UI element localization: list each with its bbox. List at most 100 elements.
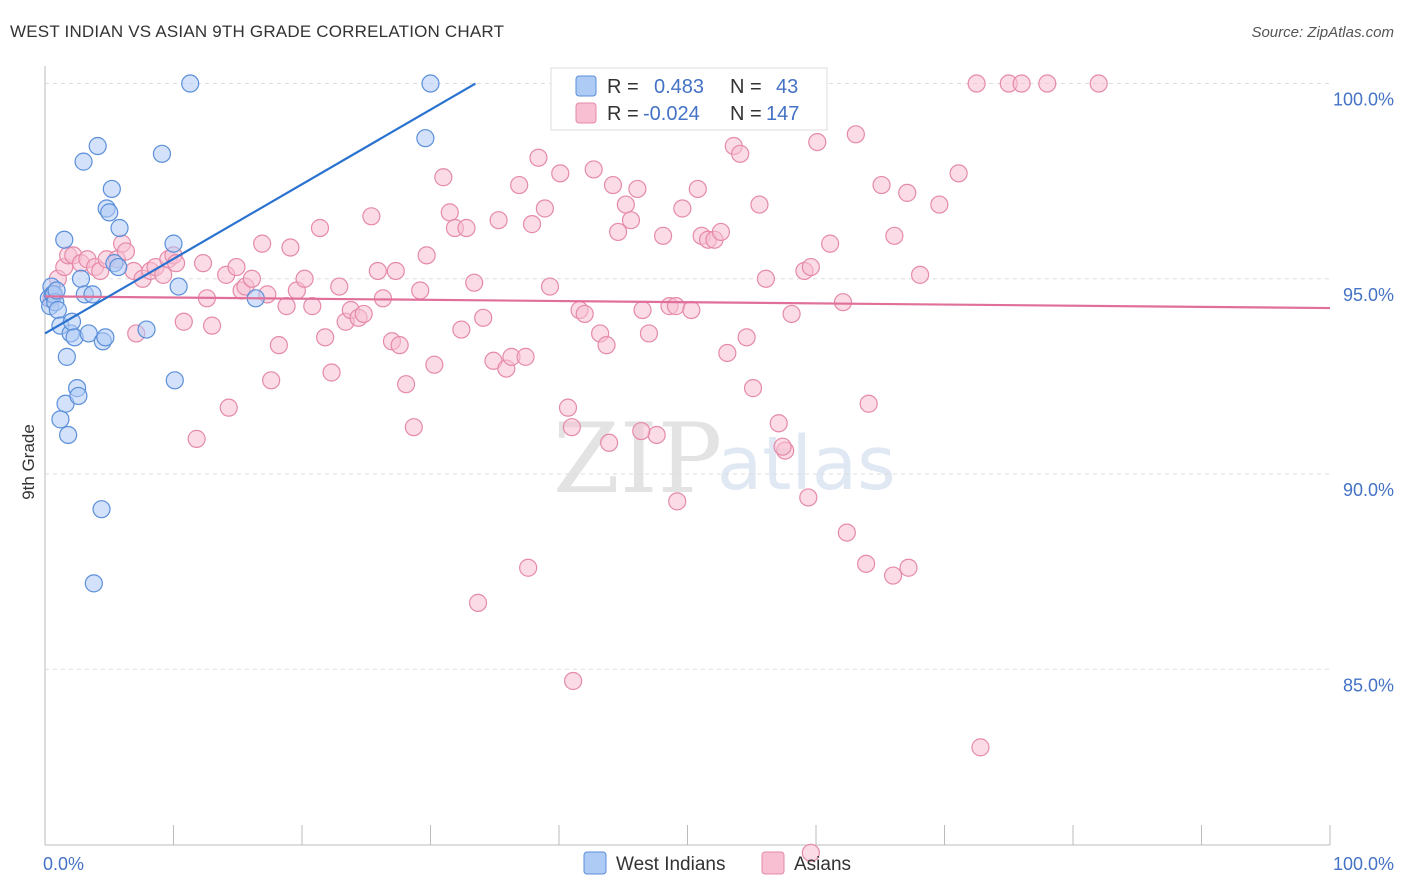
asian-point <box>558 398 578 417</box>
asian-point <box>396 375 416 394</box>
asian-point <box>468 593 488 612</box>
asian-point <box>322 363 341 382</box>
asian-point <box>551 164 570 183</box>
west-indian-trend-line <box>44 82 477 335</box>
asian-point <box>269 336 288 355</box>
y-axis-label: 9th Grade <box>19 424 38 500</box>
asian-point <box>603 175 623 195</box>
west-indian-point <box>51 410 70 429</box>
asian-point <box>750 195 769 214</box>
asian-point <box>1012 74 1031 93</box>
asian-point <box>277 297 296 316</box>
asian-point <box>621 211 641 230</box>
asian-point <box>174 312 193 331</box>
asian-point <box>666 297 686 316</box>
asian-point <box>718 343 737 363</box>
legend-r-label-asian: R = <box>607 103 639 125</box>
west-indian-point <box>181 74 200 93</box>
west-indian-point <box>71 269 91 288</box>
x-tick-label: 100.0% <box>1333 854 1394 874</box>
asian-point <box>743 379 763 398</box>
asian-point <box>769 414 788 433</box>
asian-point <box>390 336 409 355</box>
asian-point <box>253 234 272 253</box>
asian-point <box>899 558 918 577</box>
west-indian-point <box>69 386 88 406</box>
asian-point <box>609 222 628 242</box>
y-tick-label: 100.0% <box>1333 90 1394 110</box>
legend-n-value-west: 43 <box>776 76 798 98</box>
asian-point <box>673 199 692 218</box>
y-tick-label: 90.0% <box>1343 480 1394 500</box>
asian-point <box>584 160 603 179</box>
asian-point <box>519 558 538 577</box>
asian-point <box>833 293 853 312</box>
asian-point <box>575 304 594 324</box>
west-indian-point <box>169 277 188 296</box>
bottom-legend-label-west-indians: West Indians <box>616 854 725 875</box>
legend-swatch-west-indians <box>575 75 597 97</box>
west-indian-points <box>39 74 440 593</box>
asian-point <box>457 218 476 238</box>
asian-trend-line <box>44 295 1331 310</box>
legend-r-value-west: 0.483 <box>654 76 704 98</box>
asian-point <box>688 179 707 199</box>
chart-title: WEST INDIAN VS ASIAN 9TH GRADE CORRELATI… <box>10 22 505 41</box>
asian-point <box>227 257 246 277</box>
legend-r-label-west: R = <box>607 76 639 98</box>
asian-point <box>522 215 542 234</box>
asian-point <box>242 269 261 288</box>
asian-point <box>411 281 430 300</box>
asian-points <box>42 74 1108 862</box>
asian-point <box>846 125 865 144</box>
bottom-legend-swatch-west-indians <box>583 851 607 875</box>
asian-point <box>193 254 213 273</box>
asian-point <box>510 175 529 195</box>
asian-point <box>310 218 330 238</box>
asian-point <box>425 355 444 374</box>
west-indian-point <box>59 425 78 445</box>
west-indian-point <box>421 74 440 93</box>
west-indian-point <box>84 574 103 593</box>
asian-point <box>910 265 930 284</box>
west-indian-point <box>96 328 115 347</box>
west-indian-point <box>152 144 172 163</box>
asian-point <box>731 144 750 163</box>
y-tick-label: 95.0% <box>1343 285 1394 305</box>
asian-point <box>756 269 775 288</box>
asian-point <box>885 226 904 245</box>
west-indian-point <box>110 218 129 238</box>
asian-point <box>597 336 616 355</box>
west-indian-point <box>57 347 76 366</box>
trend-lines <box>44 82 1331 335</box>
west-indian-point <box>165 371 184 390</box>
asian-point <box>1038 74 1057 93</box>
legend-swatch-asians <box>575 102 597 124</box>
asian-point <box>930 195 949 214</box>
legend: R = 0.483 N = 43 R = -0.024 N = 147 <box>550 67 828 131</box>
asian-point <box>540 277 560 296</box>
asian-point <box>330 277 349 296</box>
asian-point <box>711 222 731 242</box>
asian-point <box>564 671 583 691</box>
asian-point <box>452 320 471 339</box>
west-indian-point <box>55 230 74 249</box>
west-indian-point <box>88 136 107 156</box>
legend-n-label-west: N = <box>730 76 762 98</box>
y-tick-label: 85.0% <box>1343 675 1394 695</box>
legend-r-value-asian: -0.024 <box>643 103 700 125</box>
bottom-legend-label-asians: Asians <box>794 854 851 875</box>
legend-n-label-asian: N = <box>730 103 762 125</box>
bottom-legend-swatch-asians <box>761 851 785 875</box>
west-indian-point <box>48 300 67 320</box>
asian-point <box>801 257 820 277</box>
asian-point <box>368 261 387 281</box>
west-indian-point <box>100 203 119 222</box>
asian-point <box>281 238 300 257</box>
legend-box <box>550 67 828 131</box>
asian-point <box>647 425 666 445</box>
asian-point <box>516 347 535 366</box>
gridlines <box>45 83 1330 670</box>
asian-point <box>967 74 986 93</box>
asian-point <box>354 304 373 324</box>
